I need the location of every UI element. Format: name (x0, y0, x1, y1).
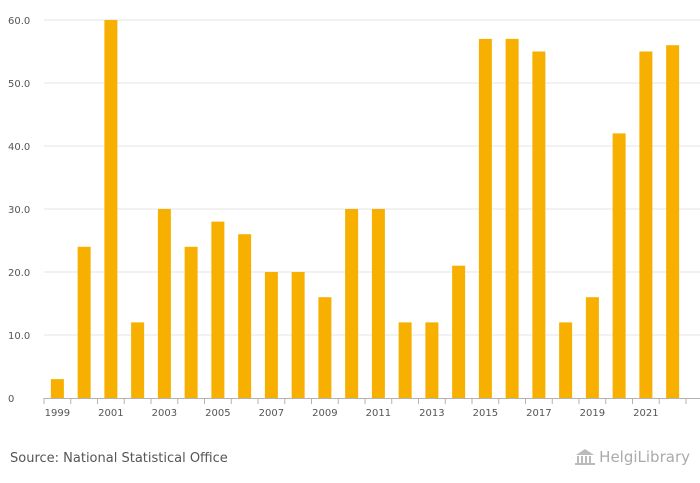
x-tick-label: 2015 (473, 408, 498, 419)
bar-2021 (639, 51, 653, 398)
bar-2015 (478, 38, 492, 399)
bar-2004 (184, 246, 198, 398)
x-tick-label: 2005 (205, 408, 230, 419)
x-tick-label: 2009 (312, 408, 337, 419)
bar-2006 (238, 234, 252, 398)
y-tick-label: 40.0 (8, 142, 30, 153)
bar-2000 (77, 246, 91, 398)
x-tick-label: 2001 (98, 408, 123, 419)
x-tick-label: 2019 (580, 408, 605, 419)
bar-2007 (264, 272, 278, 398)
x-tick-label: 2017 (526, 408, 551, 419)
bar-2008 (291, 272, 305, 398)
y-tick-label: 60.0 (8, 16, 30, 27)
helgilibrary-logo[interactable]: HelgiLibrary (574, 448, 690, 466)
bar-2018 (559, 322, 573, 398)
bar-2003 (157, 209, 171, 398)
bar-2013 (425, 322, 439, 398)
y-tick-label: 20.0 (8, 268, 30, 279)
bar-2005 (211, 221, 225, 398)
x-tick-label: 2007 (259, 408, 284, 419)
x-tick-label: 2013 (419, 408, 444, 419)
bar-2010 (345, 209, 359, 398)
y-tick-label: 50.0 (8, 79, 30, 90)
bar-1999 (50, 379, 64, 398)
chart-footer: Source: National Statistical Office Helg… (0, 440, 700, 483)
bar-2022 (666, 45, 680, 398)
bar-2009 (318, 297, 332, 398)
logo-text: HelgiLibrary (599, 448, 690, 466)
bar-2014 (452, 265, 466, 398)
y-tick-label: 30.0 (8, 205, 30, 216)
bar-chart: 0 10.0 20.0 30.0 40.0 50.0 60.0 1999 2001 2003 200… (8, 16, 700, 419)
bar-2002 (131, 322, 145, 398)
x-tick-label: 2021 (633, 408, 658, 419)
bar-2012 (398, 322, 412, 398)
x-tick-label: 1999 (45, 408, 70, 419)
x-tick-label: 2003 (152, 408, 177, 419)
y-tick-label: 0 (8, 394, 14, 405)
x-tick-label: 2011 (366, 408, 391, 419)
bar-2019 (585, 297, 599, 398)
source-note: Source: National Statistical Office (10, 451, 228, 466)
y-tick-label: 10.0 (8, 331, 30, 342)
bar-2016 (505, 38, 519, 399)
bar-2020 (612, 133, 626, 398)
bar-2001 (104, 20, 118, 398)
bar-2011 (371, 209, 385, 398)
chart-area: 0 10.0 20.0 30.0 40.0 50.0 60.0 1999 2001 2003 200… (8, 16, 700, 419)
bar-2017 (532, 51, 546, 398)
library-building-icon (575, 449, 596, 465)
